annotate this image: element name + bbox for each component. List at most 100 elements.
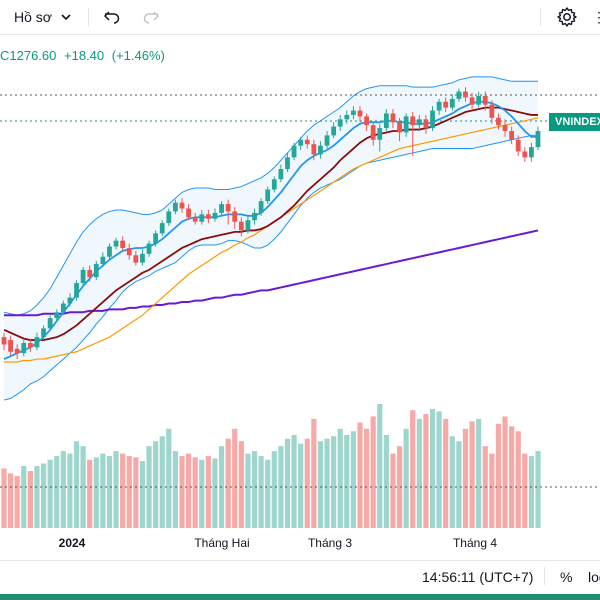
volume-bar <box>284 438 291 528</box>
volume-bar <box>271 451 277 528</box>
candle-body <box>522 151 528 158</box>
volume-bar <box>495 423 502 528</box>
candle-body <box>219 204 224 213</box>
candle-body <box>476 95 482 105</box>
volume-bar <box>363 428 370 528</box>
volume-bar <box>93 457 99 528</box>
candle-body <box>324 135 330 146</box>
candle-body <box>265 189 271 202</box>
volume-bar <box>489 453 495 528</box>
volume-bar <box>120 453 126 528</box>
volume-bar <box>443 418 449 528</box>
status-bar: 14:56:11 (UTC+7) % log <box>0 560 600 593</box>
candle-body <box>377 128 383 140</box>
volume-bar <box>232 428 238 528</box>
chevron-down-icon <box>61 14 71 21</box>
candle-body <box>278 169 284 180</box>
volume-bar <box>403 428 409 528</box>
candle-body <box>245 220 251 231</box>
volume-bar <box>410 410 416 528</box>
candle-body <box>126 247 132 256</box>
more-button[interactable]: ⋮ <box>592 0 600 34</box>
candle-body <box>344 114 350 120</box>
candle-body <box>153 233 159 244</box>
log-toggle[interactable]: log <box>588 569 600 585</box>
legend-close: 1276.60 <box>9 48 57 63</box>
volume-bar <box>311 418 317 528</box>
volume-bar <box>331 436 337 528</box>
volume-bar <box>509 426 515 528</box>
candle-body <box>370 125 376 140</box>
volume-bar <box>106 456 113 528</box>
candle-body <box>469 97 475 105</box>
candle-body <box>252 212 257 221</box>
ma-mid-line <box>3 106 538 341</box>
volume-bar <box>429 408 436 528</box>
volume-bar <box>535 451 541 528</box>
legend-change-pct: (+1.46%) <box>111 48 165 63</box>
volume-bar <box>357 422 363 528</box>
volume-bar <box>87 459 93 528</box>
volume-bar <box>179 456 185 528</box>
bottom-accent-strip <box>0 594 600 600</box>
band-lower-line <box>3 134 538 401</box>
candle-body <box>192 217 198 222</box>
candle-body <box>166 211 172 224</box>
volume-bar <box>60 451 66 528</box>
volume-bar <box>383 435 389 528</box>
candle-body <box>351 110 356 115</box>
candle-body <box>515 139 521 152</box>
candle-body <box>383 113 389 129</box>
volume-bar <box>199 459 205 528</box>
volume-bar <box>185 453 192 528</box>
volume-bar <box>515 431 521 528</box>
profile-dropdown[interactable]: Hồ sơ <box>14 0 72 34</box>
candle-body <box>456 91 462 99</box>
volume-bar <box>67 453 73 528</box>
candle-body <box>199 214 205 222</box>
percent-toggle[interactable]: % <box>560 569 573 585</box>
candle-body <box>113 240 119 247</box>
volume-bar <box>166 428 172 528</box>
redo-button[interactable] <box>142 0 160 34</box>
candle-body <box>159 223 165 234</box>
profile-label: Hồ sơ <box>14 9 52 25</box>
clock-time[interactable]: 14:56:11 (UTC+7) <box>422 569 534 585</box>
volume-bar <box>126 456 132 528</box>
volume-bar <box>80 446 86 528</box>
candle-body <box>364 116 369 126</box>
status-divider <box>544 567 545 585</box>
candle-body <box>298 139 304 146</box>
candle-body <box>212 212 218 219</box>
price-chart[interactable]: 2024 Tháng Hai Tháng 3 Tháng 4 <box>0 34 600 560</box>
volume-bar <box>298 443 304 528</box>
volume-bar <box>317 441 324 528</box>
volume-bars <box>1 404 541 528</box>
candle-body <box>331 126 337 136</box>
candle-body <box>410 116 416 126</box>
x-label-mar: Tháng 3 <box>308 536 352 550</box>
candle-body <box>357 110 363 117</box>
candle-body <box>179 202 185 209</box>
candle-body <box>271 179 277 190</box>
candle-body <box>186 208 191 218</box>
candle-body <box>496 117 501 126</box>
candle-body <box>41 328 46 338</box>
volume-bar <box>1 468 7 528</box>
volume-bar <box>344 435 350 528</box>
candle-body <box>403 116 409 133</box>
candle-body <box>140 253 145 263</box>
candle-body <box>423 119 429 129</box>
candle-body <box>535 131 541 148</box>
volume-bar <box>245 453 251 528</box>
band-fill <box>4 76 538 400</box>
candle-body <box>1 337 7 345</box>
candle-body <box>436 101 442 111</box>
candle-body <box>133 255 139 263</box>
undo-button[interactable] <box>103 0 121 34</box>
settings-button[interactable] <box>556 0 578 34</box>
volume-bar <box>172 451 179 528</box>
candle-body <box>21 342 27 354</box>
volume-bar <box>40 463 47 528</box>
band-upper-line <box>3 76 538 316</box>
